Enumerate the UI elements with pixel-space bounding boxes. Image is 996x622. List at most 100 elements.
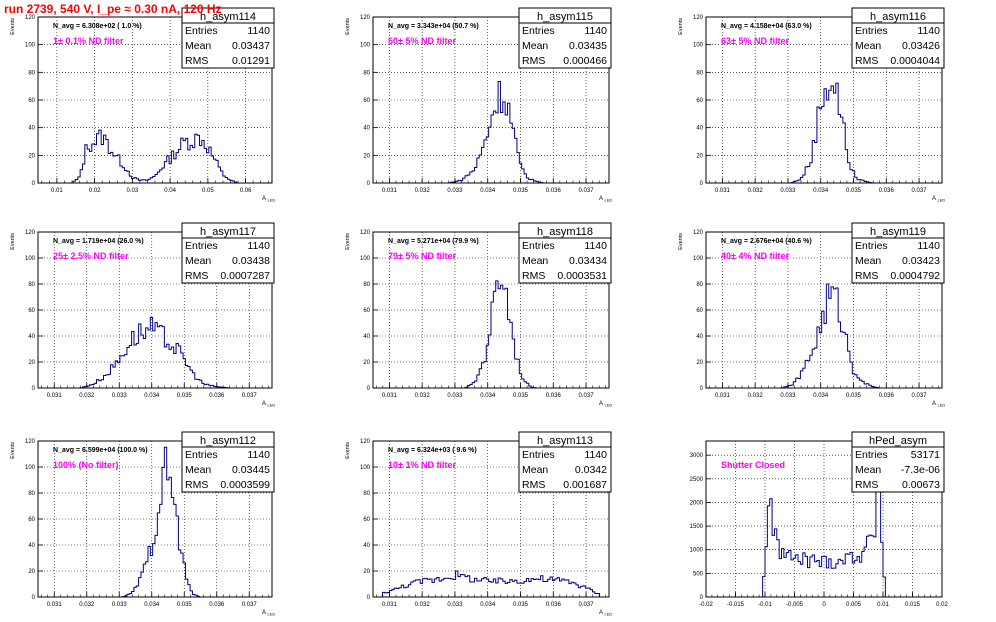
x-tick-label: 0	[822, 602, 826, 608]
x-axis-label: A LED	[262, 196, 275, 203]
y-tick-label: 60	[28, 517, 35, 523]
y-tick-label: 80	[28, 282, 35, 288]
x-tick-label: 0.033	[447, 393, 463, 399]
y-tick-label: 40	[363, 334, 370, 340]
x-tick-label: 0.031	[382, 393, 398, 399]
filter-text: 40± 4% ND filter	[721, 251, 789, 261]
y-tick-label: 80	[28, 70, 35, 76]
y-tick-label: 40	[363, 126, 370, 132]
filter-text: 63± 5% ND filter	[721, 36, 789, 46]
y-tick-label: 120	[693, 230, 704, 236]
y-tick-label: 0	[700, 595, 704, 601]
filter-text: 25± 2.5% ND filter	[53, 251, 129, 261]
stats-label-rms: RMS	[185, 55, 208, 67]
stats-label-entries: Entries	[185, 240, 218, 252]
x-tick-label: 0.035	[513, 602, 529, 608]
y-tick-label: 40	[28, 126, 35, 132]
x-axis-label: A LED	[262, 401, 275, 408]
n-avg-text: N_avg = 6.599e+04 (100.0 %)	[53, 447, 148, 454]
stats-value-mean: 0.03445	[232, 464, 270, 476]
y-tick-label: 20	[696, 360, 703, 366]
x-tick-label: 0.033	[112, 602, 128, 608]
histogram-h_asym113	[373, 570, 609, 598]
stats-label-mean: Mean	[522, 464, 548, 476]
stats-value-rms: 0.0004044	[890, 55, 940, 67]
y-tick-label: 40	[696, 334, 703, 340]
filter-text: Shutter Closed	[721, 460, 785, 470]
x-tick-label: -0.02	[699, 602, 713, 608]
stats-value-mean: 0.03437	[232, 40, 270, 52]
x-tick-label: 0.01	[51, 188, 63, 194]
x-tick-label: 0.02	[936, 602, 948, 608]
y-tick-label: 120	[693, 15, 704, 21]
stats-label-rms: RMS	[185, 479, 208, 491]
y-tick-label: 100	[25, 465, 36, 471]
y-axis-label: Events	[678, 233, 684, 250]
x-tick-label: 0.032	[79, 393, 95, 399]
x-axis-label: A LED	[599, 610, 612, 617]
y-tick-label: 40	[363, 543, 370, 549]
x-tick-label: 0.031	[715, 393, 731, 399]
y-tick-label: 100	[25, 43, 36, 49]
y-axis-label: Events	[10, 442, 16, 459]
y-tick-label: 0	[32, 181, 36, 187]
stats-title: hPed_asym	[869, 435, 927, 447]
x-tick-label: 0.032	[415, 602, 431, 608]
stats-value-rms: 0.0003599	[220, 479, 270, 491]
stats-value-mean: 0.03426	[902, 40, 940, 52]
stats-value-rms: 0.0004792	[890, 270, 940, 282]
y-tick-label: 60	[363, 98, 370, 104]
y-tick-label: 20	[28, 153, 35, 159]
y-tick-label: 60	[696, 308, 703, 314]
stats-box	[851, 431, 945, 493]
stats-box	[181, 222, 275, 284]
y-tick-label: 60	[28, 308, 35, 314]
y-tick-label: 60	[696, 98, 703, 104]
y-axis-label: Events	[10, 233, 16, 250]
stats-value-entries: 1140	[917, 240, 940, 252]
y-tick-label: 40	[28, 334, 35, 340]
stats-label-mean: Mean	[185, 40, 211, 52]
stats-box	[518, 431, 612, 493]
y-tick-label: 80	[363, 491, 370, 497]
stats-label-entries: Entries	[522, 240, 555, 252]
x-tick-label: 0.036	[546, 393, 562, 399]
x-tick-label: 0.036	[879, 393, 895, 399]
stats-value-entries: 1140	[247, 25, 270, 37]
y-tick-label: 40	[696, 126, 703, 132]
x-tick-label: 0.005	[846, 602, 862, 608]
stats-title: h_asym113	[537, 435, 593, 447]
y-tick-label: 1000	[690, 548, 704, 554]
x-tick-label: 0.037	[912, 188, 928, 194]
x-tick-label: 0.035	[846, 188, 862, 194]
x-tick-label: 0.032	[79, 602, 95, 608]
stats-box	[518, 7, 612, 69]
y-tick-label: 0	[700, 181, 704, 187]
y-axis-label: Events	[345, 233, 351, 250]
stats-label-rms: RMS	[185, 270, 208, 282]
x-tick-label: 0.031	[382, 602, 398, 608]
histogram-h_asym114	[38, 129, 272, 184]
stats-label-mean: Mean	[185, 255, 211, 267]
stats-label-rms: RMS	[522, 270, 545, 282]
y-tick-label: 100	[25, 256, 36, 262]
x-axis-label: A LED	[262, 610, 275, 617]
x-tick-label: 0.034	[813, 393, 829, 399]
y-axis-label: Events	[678, 18, 684, 35]
x-axis-label: A LED	[932, 196, 945, 203]
x-axis-label: A LED	[599, 196, 612, 203]
stats-title: h_asym112	[200, 435, 256, 447]
x-tick-label: 0.033	[780, 188, 796, 194]
y-axis-label: Events	[345, 442, 351, 459]
stats-title: h_asym115	[537, 11, 593, 23]
y-tick-label: 20	[28, 360, 35, 366]
x-tick-label: 0.037	[579, 393, 595, 399]
x-tick-label: 0.05	[202, 188, 214, 194]
y-tick-label: 60	[28, 98, 35, 104]
stats-value-rms: 0.0003531	[557, 270, 607, 282]
stats-value-rms: 0.000466	[563, 55, 607, 67]
x-tick-label: 0.032	[748, 393, 764, 399]
stats-value-entries: 1140	[584, 25, 607, 37]
stats-value-mean: 0.03435	[569, 40, 607, 52]
